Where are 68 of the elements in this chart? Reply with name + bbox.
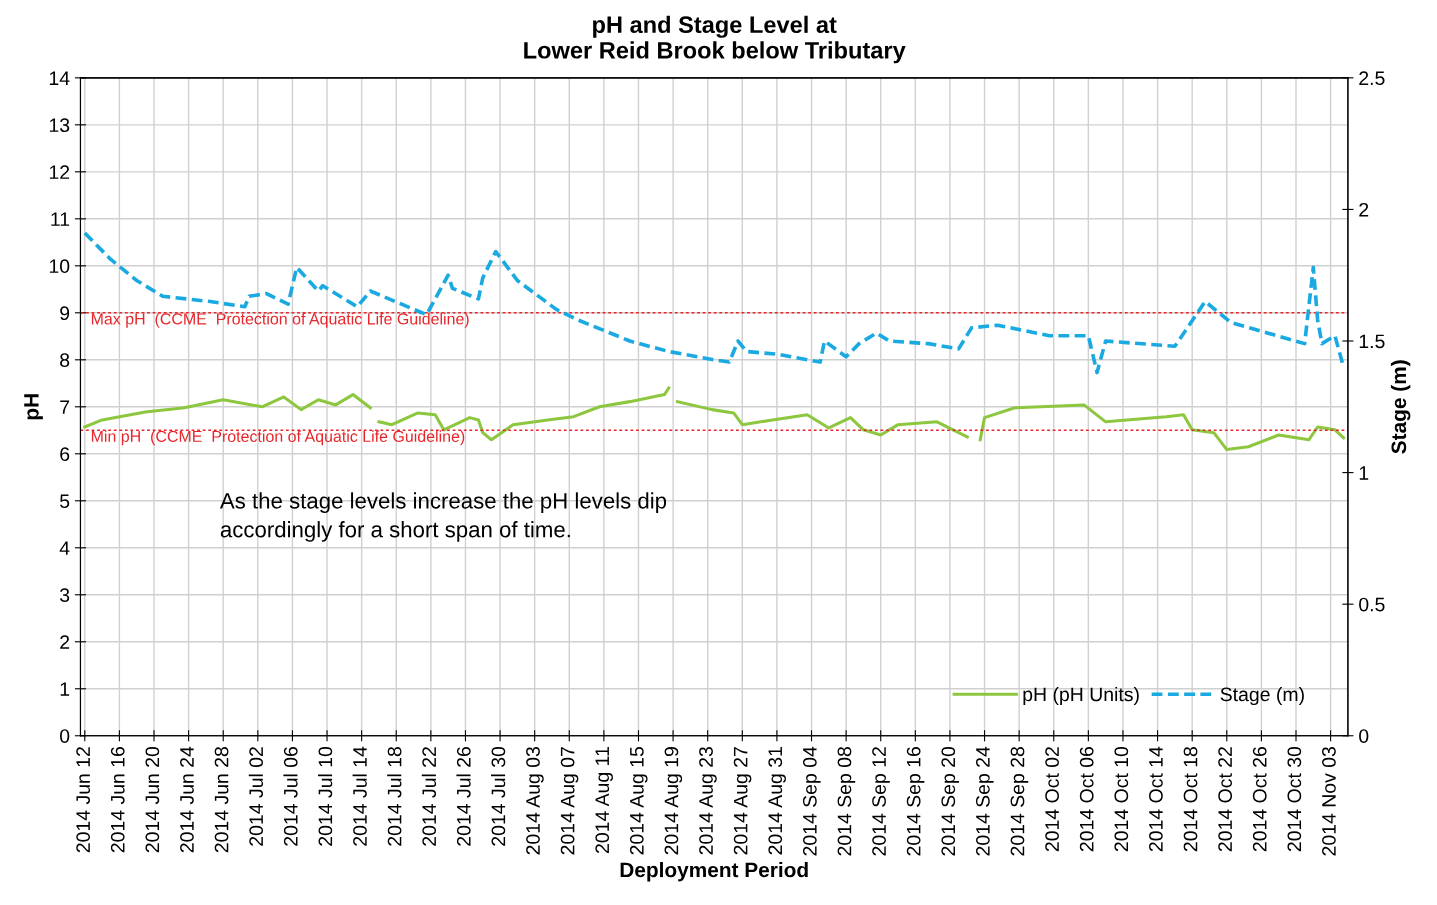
x-tick-label: 2014 Oct 30 xyxy=(1287,746,1302,852)
x-tick-label: 2014 Aug 23 xyxy=(699,747,717,855)
y-tick-label: 4 xyxy=(59,541,70,555)
y-tick-label: 11 xyxy=(51,212,70,226)
y-tick-label: 5 xyxy=(60,494,70,509)
y2-tick-label: 2 xyxy=(1359,202,1369,217)
x-tick-label: 2014 Jun 28 xyxy=(214,747,229,853)
x-tick-label: 2014 Sep 20 xyxy=(941,746,959,856)
x-tick-label: 2014 Nov 03 xyxy=(1322,747,1336,856)
y-axis-title: pH xyxy=(24,394,43,420)
x-tick-label: 2014 Sep 28 xyxy=(1010,747,1029,856)
chart-title: pH and Stage Level at Lower Reid Brook below Tributary xyxy=(524,15,906,64)
x-tick-label: 2014 Aug 07 xyxy=(560,747,579,855)
x-tick-label: 2014 Jul 02 xyxy=(248,747,264,846)
y-tick-label: 1 xyxy=(60,682,70,696)
x-tick-label: 2014 Sep 04 xyxy=(802,746,821,856)
y-tick-label: 13 xyxy=(49,118,70,133)
y2-tick-label: 0.5 xyxy=(1359,597,1385,612)
y2-tick-label: 1 xyxy=(1359,466,1369,480)
ref-line-label: Min pH (CCME Protection of Aquatic Life Guideline) xyxy=(91,430,465,446)
x-tick-label: 2014 Oct 22 xyxy=(1218,747,1233,852)
x-tick-label: 2014 Sep 24 xyxy=(976,746,994,856)
y-tick-label: 14 xyxy=(49,71,70,85)
legend-label: pH (pH Units) xyxy=(1023,686,1139,706)
annotation: As the stage levels increase the pH levels dip accordingly for a short span of time. xyxy=(219,492,667,542)
line-series xyxy=(82,231,1346,375)
x-tick-label: 2014 Jul 26 xyxy=(456,747,471,846)
x-tick-label: 2014 Sep 12 xyxy=(872,747,890,856)
x-tick-label: 2014 Jun 16 xyxy=(110,747,125,853)
x-tick-label: 2014 Jul 06 xyxy=(283,747,298,846)
x-axis-title: Deployment Period xyxy=(620,862,808,882)
y-tick-label: 10 xyxy=(49,259,70,274)
x-tick-label: 2014 Oct 14 xyxy=(1149,746,1163,852)
x-tick-label: 2014 Sep 08 xyxy=(837,747,856,856)
x-tick-label: 2014 Oct 26 xyxy=(1252,747,1267,852)
x-tick-label: 2014 Aug 31 xyxy=(768,747,786,855)
x-tick-label: 2014 Aug 11 xyxy=(595,747,613,853)
x-tick-label: 2014 Jun 12 xyxy=(76,747,91,853)
x-tick-label: 2014 Jul 30 xyxy=(491,746,506,846)
y-tick-label: 2 xyxy=(60,635,70,649)
x-tick-label: 2014 Oct 10 xyxy=(1114,746,1129,852)
x-tick-label: 2014 Sep 16 xyxy=(906,747,925,856)
x-tick-label: 2014 Oct 18 xyxy=(1183,747,1198,852)
y-tick-label: 0 xyxy=(60,729,70,743)
x-tick-label: 2014 Aug 19 xyxy=(664,747,683,855)
y2-tick-label: 1.5 xyxy=(1359,334,1385,349)
y-tick-label: 9 xyxy=(60,306,70,321)
x-tick-label: 2014 Jul 10 xyxy=(317,746,333,846)
x-tick-label: 2014 Oct 02 xyxy=(1045,747,1059,852)
y2-tick-label: 0 xyxy=(1359,729,1369,743)
x-tick-label: 2014 Aug 15 xyxy=(629,746,648,855)
y-tick-label: 12 xyxy=(49,165,70,179)
x-tick-label: 2014 Jul 14 xyxy=(352,746,367,846)
y-tick-label: 3 xyxy=(59,588,70,603)
x-tick-label: 2014 Jul 22 xyxy=(421,747,437,846)
x-tick-label: 2014 Jun 24 xyxy=(180,746,194,853)
y-tick-label: 7 xyxy=(60,400,70,414)
y2-axis-title: Stage (m) xyxy=(1390,360,1411,454)
x-tick-label: 2014 Aug 03 xyxy=(526,747,544,855)
y-tick-label: 8 xyxy=(60,353,70,368)
x-tick-label: 2014 Aug 27 xyxy=(733,747,752,855)
legend-label: Stage (m) xyxy=(1220,686,1304,706)
y2-tick-label: 2.5 xyxy=(1359,71,1385,86)
ref-line-label: Max pH (CCME Protection of Aquatic Life Guideline) xyxy=(91,312,469,328)
x-tick-label: 2014 Jun 20 xyxy=(145,746,160,853)
x-tick-label: 2014 Oct 06 xyxy=(1079,747,1094,852)
y-tick-label: 6 xyxy=(60,447,70,462)
x-tick-label: 2014 Jul 18 xyxy=(387,747,402,846)
